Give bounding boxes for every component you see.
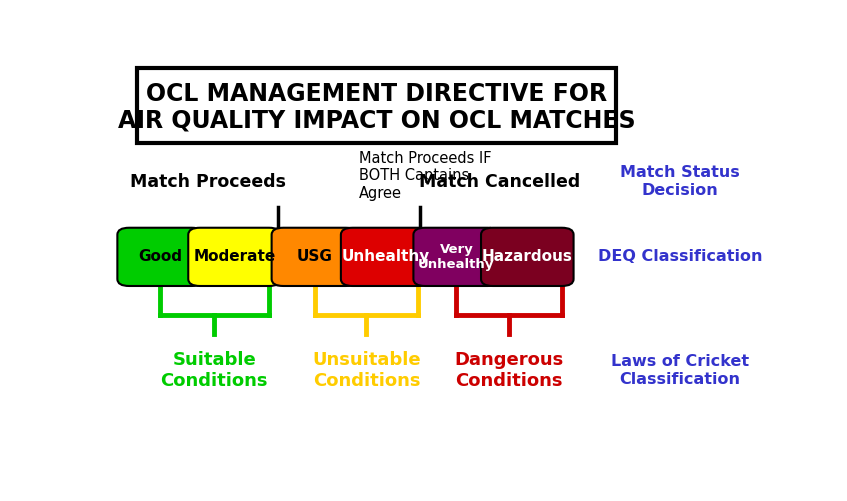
Text: DEQ Classification: DEQ Classification [598, 249, 762, 265]
FancyBboxPatch shape [136, 68, 616, 143]
Text: Match Status
Decision: Match Status Decision [620, 165, 740, 198]
FancyBboxPatch shape [340, 228, 430, 286]
Text: Match Proceeds: Match Proceeds [130, 173, 285, 191]
Text: OCL MANAGEMENT DIRECTIVE FOR: OCL MANAGEMENT DIRECTIVE FOR [146, 82, 607, 106]
Text: Suitable
Conditions: Suitable Conditions [160, 351, 268, 390]
Text: USG: USG [296, 249, 333, 265]
Text: Unsuitable
Conditions: Unsuitable Conditions [313, 351, 421, 390]
Text: Dangerous
Conditions: Dangerous Conditions [454, 351, 563, 390]
Text: Match Proceeds IF
BOTH Captains
Agree: Match Proceeds IF BOTH Captains Agree [358, 151, 491, 201]
FancyBboxPatch shape [413, 228, 500, 286]
Text: Match Cancelled: Match Cancelled [419, 173, 580, 191]
FancyBboxPatch shape [481, 228, 573, 286]
Text: Good: Good [138, 249, 182, 265]
Text: Unhealthy: Unhealthy [341, 249, 429, 265]
FancyBboxPatch shape [118, 228, 203, 286]
FancyBboxPatch shape [188, 228, 281, 286]
Text: Very
Unhealthy: Very Unhealthy [418, 243, 495, 271]
Text: Moderate: Moderate [193, 249, 275, 265]
Text: Laws of Cricket
Classification: Laws of Cricket Classification [612, 355, 750, 387]
FancyBboxPatch shape [272, 228, 357, 286]
Text: Hazardous: Hazardous [482, 249, 573, 265]
Text: AIR QUALITY IMPACT ON OCL MATCHES: AIR QUALITY IMPACT ON OCL MATCHES [118, 108, 635, 132]
